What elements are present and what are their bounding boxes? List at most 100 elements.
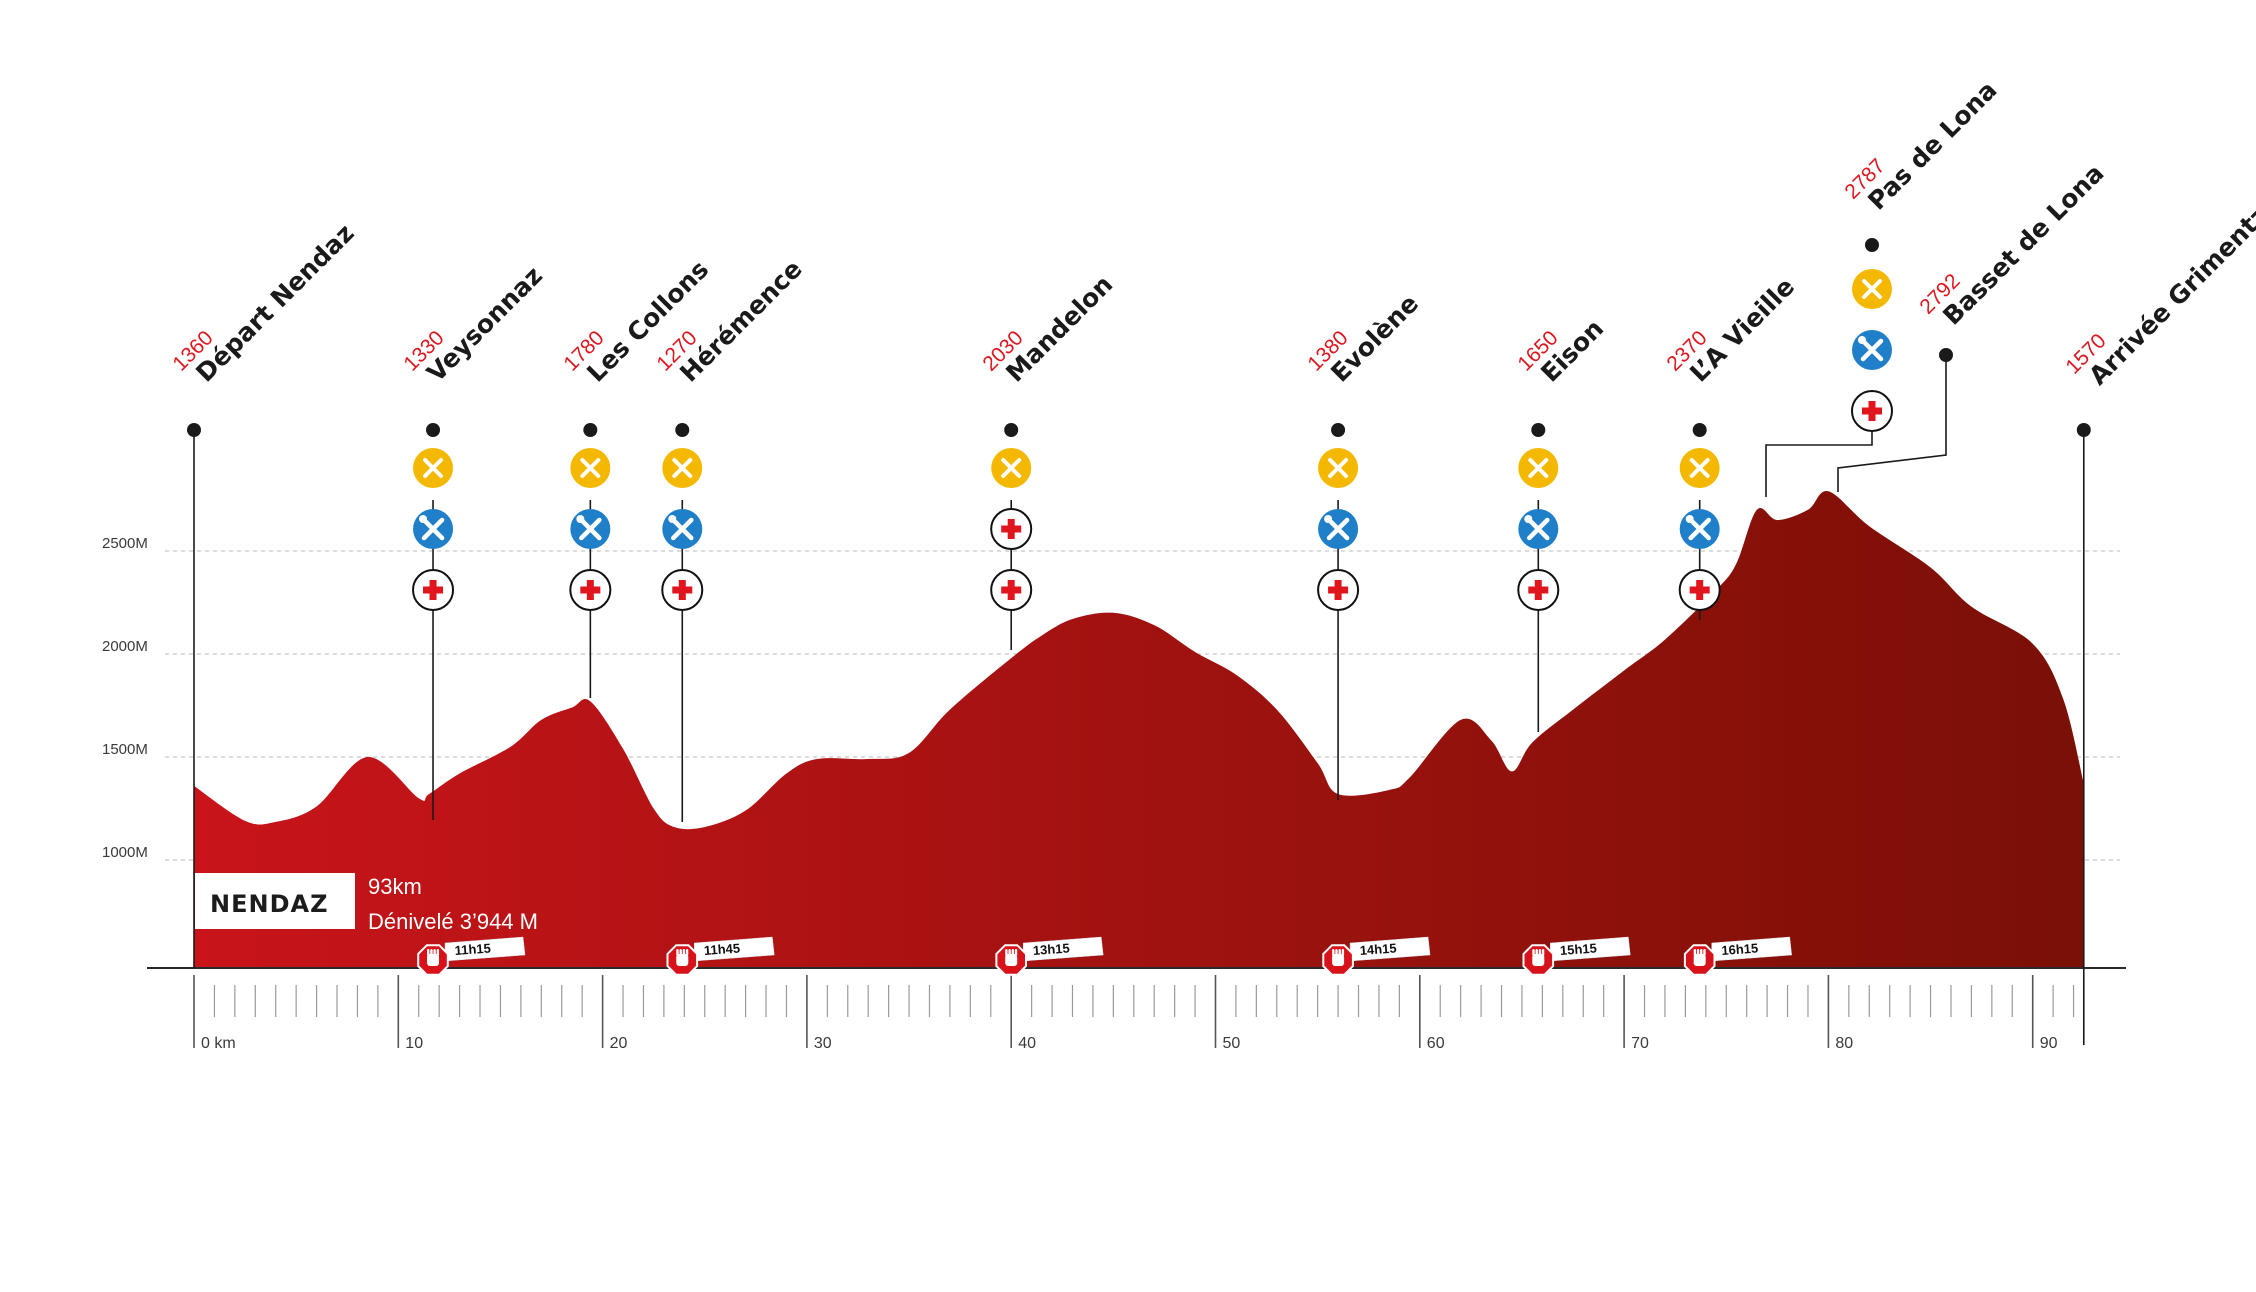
hand-finger-icon: [430, 949, 433, 956]
hand-finger-icon: [1011, 949, 1014, 956]
hand-finger-icon: [1335, 949, 1338, 956]
screwdriver-icon: [671, 517, 694, 541]
waypoint-marker: [1004, 423, 1019, 437]
basset-de-lona-leader: [1837, 355, 1947, 492]
hand-finger-icon: [679, 949, 682, 956]
y-tick-label: 1500M: [102, 741, 148, 758]
hand-palm-icon: [1332, 954, 1345, 966]
hand-palm-icon: [1005, 954, 1018, 966]
summit-connectors: [1765, 355, 1947, 497]
x-tick-label: 0 km: [201, 1035, 236, 1052]
hand-finger-icon: [1696, 949, 1700, 956]
waypoint-marker: [187, 423, 201, 437]
waypoint-name: Départ Nendaz: [190, 218, 359, 387]
hand-finger-icon: [1338, 949, 1341, 956]
knife-icon: [423, 458, 444, 478]
hand-palm-icon: [676, 954, 689, 966]
hand-finger-icon: [1005, 949, 1008, 956]
hand-finger-icon: [682, 949, 686, 956]
x-tick-label: 20: [610, 1035, 628, 1052]
hand-finger-icon: [427, 949, 430, 956]
screwdriver-icon: [1527, 517, 1550, 541]
waypoint-label: 1380Evolène: [1303, 274, 1424, 395]
waypoint-label: 2370L’A Vieille: [1662, 257, 1800, 395]
cutoff-time: 15h15: [1559, 940, 1597, 958]
wrench-head-icon: [668, 515, 677, 523]
waypoint: 2787Pas de Lona: [1840, 75, 2003, 432]
x-tick-label: 70: [1631, 1035, 1649, 1052]
wrench-head-icon: [1324, 515, 1333, 523]
screwdriver-icon: [1860, 338, 1884, 362]
cross-vertical-icon: [1007, 580, 1015, 600]
waypoint-name: Arrivée Grimentz: [2083, 200, 2256, 390]
waypoint-marker: [1531, 423, 1546, 437]
waypoint-name: Pas de Lona: [1862, 75, 2002, 215]
hand-palm-icon: [427, 954, 440, 966]
wrench-head-icon: [1858, 336, 1866, 344]
waypoint-marker: [1331, 423, 1346, 437]
x-tick-label: 90: [2040, 1035, 2058, 1052]
race-elevation-gain: Dénivelé 3’944 M: [368, 909, 538, 934]
race-distance: 93km: [368, 874, 422, 899]
race-info-box: NENDAZ 93km Dénivelé 3’944 M: [195, 873, 538, 934]
knife-icon: [1001, 458, 1022, 478]
waypoint-name: Mandelon: [1000, 270, 1118, 388]
hand-finger-icon: [676, 949, 679, 956]
waypoint-label: 2030Mandelon: [978, 255, 1118, 395]
x-tick-label: 10: [405, 1035, 423, 1052]
hand-finger-icon: [433, 949, 436, 956]
waypoint-marker: [1692, 423, 1707, 437]
cross-vertical-icon: [1868, 401, 1876, 421]
waypoint-label: 2792Basset de Lona: [1915, 144, 2109, 338]
race-name: NENDAZ: [210, 890, 328, 918]
y-tick-label: 2500M: [102, 535, 148, 552]
waypoint-label: 1330Veysonnaz: [399, 246, 548, 395]
x-axis: 0 km 10 20 30 40 50 60 70 80 90: [147, 967, 2126, 1052]
waypoint-marker: [2076, 423, 2091, 437]
wrench-head-icon: [1685, 515, 1694, 523]
hand-finger-icon: [1332, 949, 1335, 956]
screwdriver-icon: [1688, 517, 1711, 541]
knife-icon: [1862, 279, 1882, 299]
hand-finger-icon: [1014, 949, 1018, 956]
cutoff-time: 11h45: [703, 941, 740, 958]
cutoff-time: 11h15: [454, 941, 491, 958]
cross-vertical-icon: [1334, 580, 1342, 600]
hand-palm-icon: [1693, 954, 1706, 966]
knife-icon: [672, 458, 693, 478]
screwdriver-icon: [579, 517, 602, 541]
cross-vertical-icon: [678, 580, 686, 600]
hand-finger-icon: [1703, 949, 1706, 956]
hand-finger-icon: [1700, 949, 1703, 956]
x-tick-label: 30: [814, 1035, 832, 1052]
knife-icon: [1328, 458, 1349, 478]
waypoint-marker: [1865, 238, 1879, 252]
screwdriver-icon: [1326, 517, 1350, 541]
race-name-box: [195, 873, 355, 929]
wrench-head-icon: [419, 515, 428, 523]
wrench-head-icon: [576, 515, 585, 523]
cutoff-time: 13h15: [1032, 940, 1070, 958]
y-tick-label: 1000M: [102, 844, 148, 861]
pas-de-lona-leader: [1765, 430, 1873, 497]
hand-finger-icon: [1532, 949, 1535, 956]
waypoint-name: Veysonnaz: [421, 261, 548, 388]
wrench-head-icon: [1524, 515, 1533, 523]
waypoint: 1570Arrivée Grimentz: [2061, 185, 2256, 1045]
waypoint-label: 1360Départ Nendaz: [168, 203, 359, 394]
hand-finger-icon: [1541, 949, 1545, 956]
hand-finger-icon: [1341, 949, 1345, 956]
hand-finger-icon: [1538, 949, 1542, 956]
waypoint: 2792Basset de Lona: [1915, 144, 2110, 362]
x-tick-label: 50: [1223, 1035, 1241, 1052]
cross-vertical-icon: [1696, 580, 1704, 600]
knife-icon: [580, 458, 601, 478]
hand-finger-icon: [436, 949, 440, 956]
cross-vertical-icon: [1534, 580, 1542, 600]
profile-area-group: [194, 490, 2084, 968]
waypoint-marker: [583, 423, 598, 437]
waypoint-label: 1570Arrivée Grimentz: [2061, 185, 2256, 397]
waypoint-label: 1270Hérémence: [652, 239, 807, 394]
knife-icon: [1689, 458, 1710, 478]
